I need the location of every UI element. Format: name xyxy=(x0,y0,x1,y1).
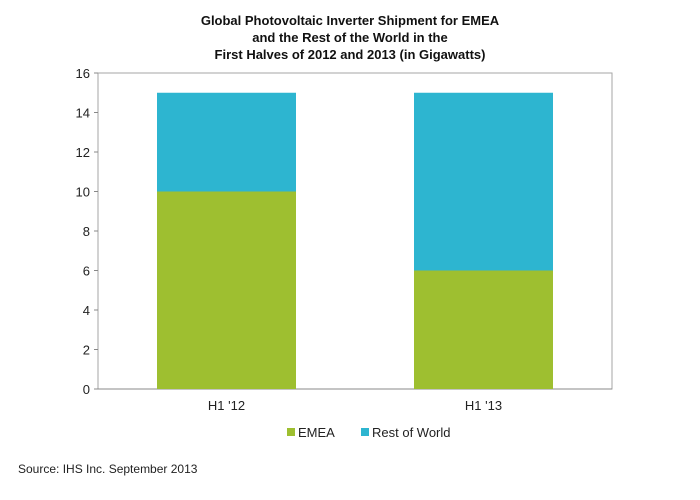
y-tick-label: 14 xyxy=(76,106,90,121)
y-tick-label: 4 xyxy=(83,303,90,318)
chart-title-line: Global Photovoltaic Inverter Shipment fo… xyxy=(200,13,500,28)
legend-label: EMEA xyxy=(298,425,335,440)
x-tick-label: H1 '12 xyxy=(208,398,245,413)
chart-title-line: First Halves of 2012 and 2013 (in Gigawa… xyxy=(214,47,486,62)
chart-title-line: and the Rest of the World in the xyxy=(252,30,448,45)
bar-rest-of-world xyxy=(414,92,553,271)
y-tick-label: 6 xyxy=(83,264,90,279)
x-tick-label: H1 '13 xyxy=(465,398,502,413)
bar-emea xyxy=(157,191,296,389)
y-tick-label: 0 xyxy=(83,382,90,397)
y-tick-label: 2 xyxy=(83,343,90,358)
y-tick-label: 16 xyxy=(76,66,90,81)
y-tick-label: 10 xyxy=(76,185,90,200)
legend-swatch xyxy=(361,428,369,436)
bar-rest-of-world xyxy=(157,92,296,192)
legend-swatch xyxy=(287,428,295,436)
chart-title: Global Photovoltaic Inverter Shipment fo… xyxy=(0,12,700,63)
bar-emea xyxy=(414,270,553,389)
y-tick-label: 8 xyxy=(83,224,90,239)
legend-label: Rest of World xyxy=(372,425,451,440)
source-note: Source: IHS Inc. September 2013 xyxy=(18,462,198,476)
y-tick-label: 12 xyxy=(76,145,90,160)
